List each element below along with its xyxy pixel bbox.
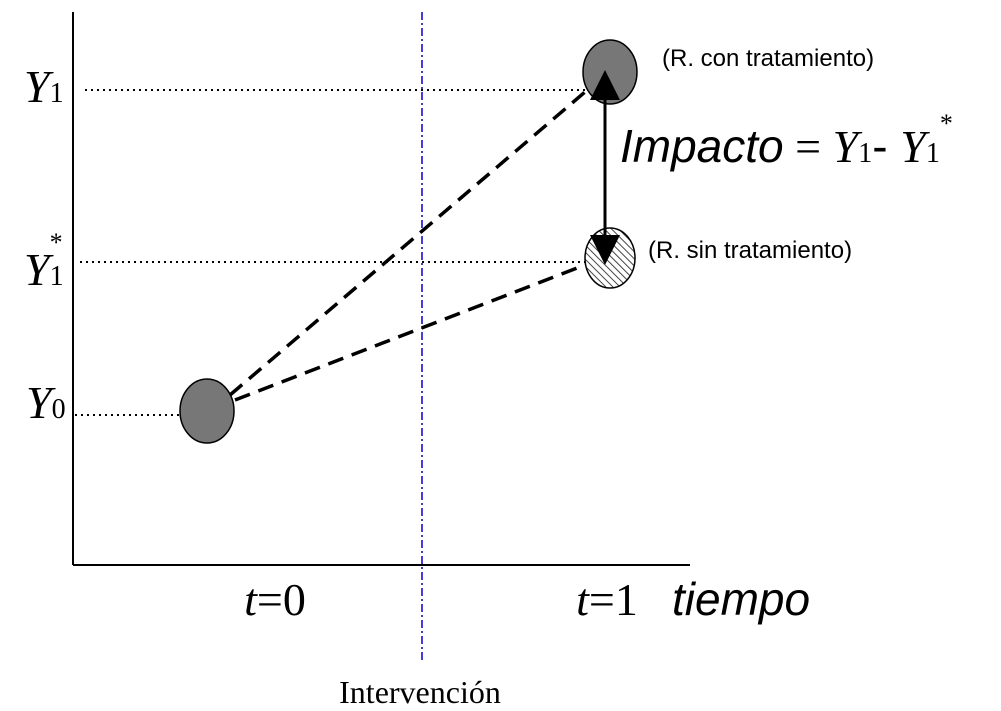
untreated-label: (R. sin tratamiento) bbox=[648, 237, 852, 264]
x-axis-title: tiempo bbox=[672, 573, 810, 625]
point-t0 bbox=[179, 378, 235, 444]
x-label: t=1 bbox=[576, 574, 638, 625]
impact-equation: Impacto = Y1- Y1* bbox=[620, 109, 953, 172]
point-untreated bbox=[584, 227, 636, 289]
y-label: Y1* bbox=[24, 228, 64, 295]
treated-label: (R. con tratamiento) bbox=[662, 45, 874, 72]
x-label: t=0 bbox=[244, 574, 306, 625]
y-label: Y1 bbox=[24, 61, 64, 112]
point-treated bbox=[582, 39, 638, 105]
trajectory bbox=[234, 263, 586, 402]
intervention-label: Intervención bbox=[339, 674, 501, 710]
y-label: Y0 bbox=[26, 377, 66, 428]
trajectory bbox=[228, 90, 587, 397]
